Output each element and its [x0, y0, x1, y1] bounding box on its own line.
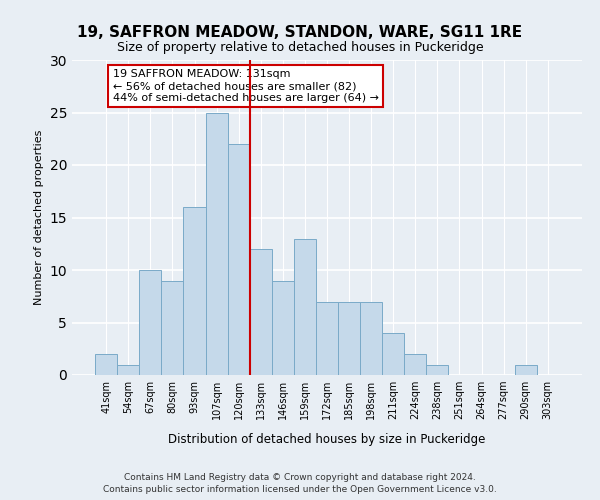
Text: Size of property relative to detached houses in Puckeridge: Size of property relative to detached ho… — [116, 41, 484, 54]
Bar — [206, 112, 227, 375]
Bar — [294, 238, 316, 375]
Bar — [184, 207, 206, 375]
Bar — [382, 333, 404, 375]
Y-axis label: Number of detached properties: Number of detached properties — [34, 130, 44, 305]
Bar — [338, 302, 360, 375]
Text: Distribution of detached houses by size in Puckeridge: Distribution of detached houses by size … — [169, 434, 485, 446]
Bar — [227, 144, 250, 375]
Text: Contains HM Land Registry data © Crown copyright and database right 2024.: Contains HM Land Registry data © Crown c… — [124, 473, 476, 482]
Text: Contains public sector information licensed under the Open Government Licence v3: Contains public sector information licen… — [103, 484, 497, 494]
Bar — [272, 280, 294, 375]
Bar — [360, 302, 382, 375]
Text: 19 SAFFRON MEADOW: 131sqm
← 56% of detached houses are smaller (82)
44% of semi-: 19 SAFFRON MEADOW: 131sqm ← 56% of detac… — [113, 70, 379, 102]
Bar — [404, 354, 427, 375]
Bar — [316, 302, 338, 375]
Text: 19, SAFFRON MEADOW, STANDON, WARE, SG11 1RE: 19, SAFFRON MEADOW, STANDON, WARE, SG11 … — [77, 25, 523, 40]
Bar — [250, 249, 272, 375]
Bar — [117, 364, 139, 375]
Bar — [515, 364, 537, 375]
Bar — [95, 354, 117, 375]
Bar — [139, 270, 161, 375]
Bar — [161, 280, 184, 375]
Bar — [427, 364, 448, 375]
